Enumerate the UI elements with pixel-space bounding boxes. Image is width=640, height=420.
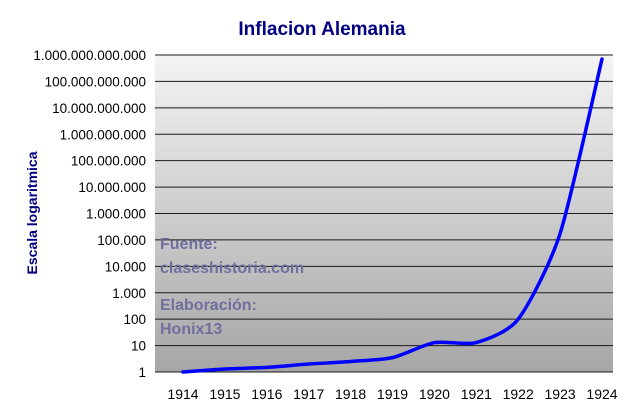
y-tick-label: 1.000.000.000 (60, 127, 146, 142)
chart-title: Inflacion Alemania (238, 19, 406, 40)
y-tick-label: 1.000.000.000.000 (33, 48, 146, 63)
annotation-text: claseshistoria.com (160, 260, 304, 277)
x-tick-label: 1921 (461, 386, 492, 402)
x-tick-label: 1915 (209, 386, 240, 402)
annotation-text: Fuente: (160, 236, 218, 253)
annotation-text: Honix13 (160, 321, 222, 338)
y-tick-label: 10.000.000.000 (52, 101, 146, 116)
y-tick-label: 100.000.000.000 (45, 74, 146, 89)
y-tick-label: 100 (123, 312, 146, 327)
x-tick-label: 1920 (419, 386, 450, 402)
x-tick-label: 1916 (251, 386, 282, 402)
x-tick-label: 1922 (503, 386, 534, 402)
y-tick-label: 1.000 (112, 286, 146, 301)
y-tick-label: 10.000.000 (78, 180, 146, 195)
y-tick-label: 10 (131, 339, 146, 354)
series-line (181, 57, 604, 374)
x-tick-label: 1914 (167, 386, 198, 402)
y-tick-label: 100.000 (97, 233, 146, 248)
y-axis-label: Escala logaritmica (24, 151, 40, 274)
x-tick-label: 1923 (545, 386, 576, 402)
x-tick-label: 1918 (335, 386, 366, 402)
x-tick-label: 1917 (293, 386, 324, 402)
y-tick-label: 100.000.000 (71, 154, 146, 169)
y-tick-label: 10.000 (105, 259, 146, 274)
y-tick-label: 1 (138, 365, 146, 380)
x-tick-label: 1919 (377, 386, 408, 402)
x-tick-label: 1924 (586, 386, 617, 402)
y-tick-label: 1.000.000 (86, 207, 146, 222)
annotation-text: Elaboración: (160, 297, 257, 314)
